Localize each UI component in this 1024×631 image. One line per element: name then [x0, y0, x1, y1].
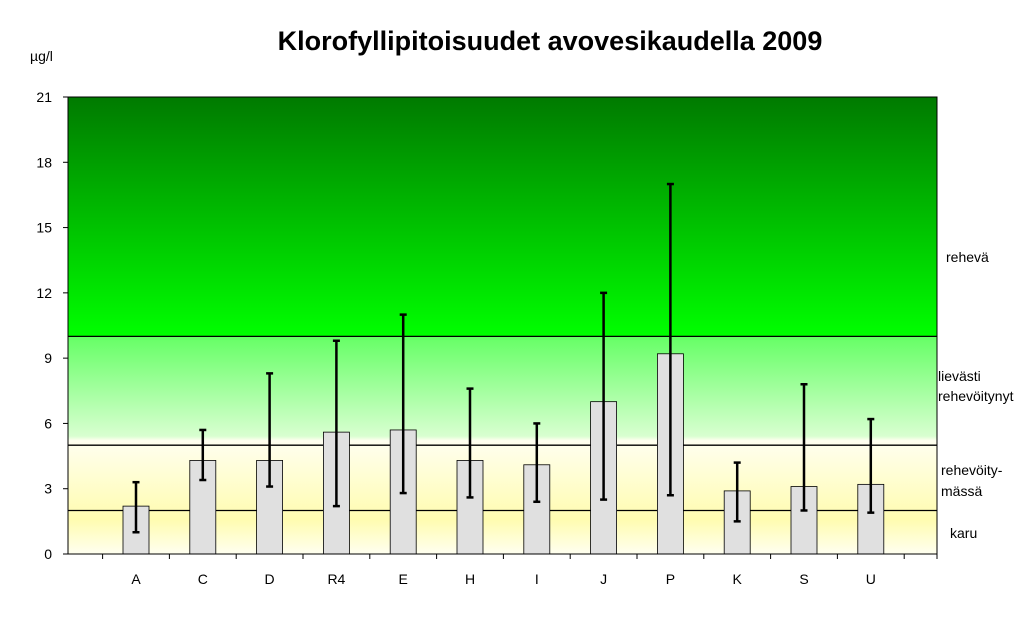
y-axis-unit-label: µg/l — [30, 48, 53, 64]
x-tick-label-P: P — [666, 571, 675, 587]
y-tick-label-12: 12 — [36, 285, 52, 301]
zone-label-1-line-0: rehevöity- — [941, 462, 1003, 478]
y-tick-label-6: 6 — [44, 415, 52, 431]
x-tick-label-A: A — [131, 571, 141, 587]
zone-label-3: rehevä — [946, 249, 989, 265]
zone-label-0: karu — [950, 525, 977, 541]
x-tick-label-U: U — [866, 571, 876, 587]
x-tick-label-D: D — [265, 571, 275, 587]
x-tick-label-I: I — [535, 571, 539, 587]
x-tick-label-H: H — [465, 571, 475, 587]
x-tick-label-E: E — [399, 571, 408, 587]
chart-title: Klorofyllipitoisuudet avovesikaudella 20… — [277, 26, 823, 56]
x-tick-label-C: C — [198, 571, 208, 587]
y-tick-label-15: 15 — [36, 220, 52, 236]
x-tick-label-S: S — [799, 571, 808, 587]
x-tick-label-J: J — [600, 571, 607, 587]
y-tick-label-18: 18 — [36, 154, 52, 170]
zone-label-2-line-1: rehevöitynyt — [938, 388, 1014, 404]
y-tick-label-0: 0 — [44, 546, 52, 562]
y-tick-label-21: 21 — [36, 89, 52, 105]
x-tick-label-R4: R4 — [327, 571, 345, 587]
y-tick-label-3: 3 — [44, 481, 52, 497]
y-tick-label-9: 9 — [44, 350, 52, 366]
zone-label-1-line-1: mässä — [941, 483, 982, 499]
zone-label-2-line-0: lievästi — [938, 368, 981, 384]
x-tick-label-K: K — [733, 571, 743, 587]
